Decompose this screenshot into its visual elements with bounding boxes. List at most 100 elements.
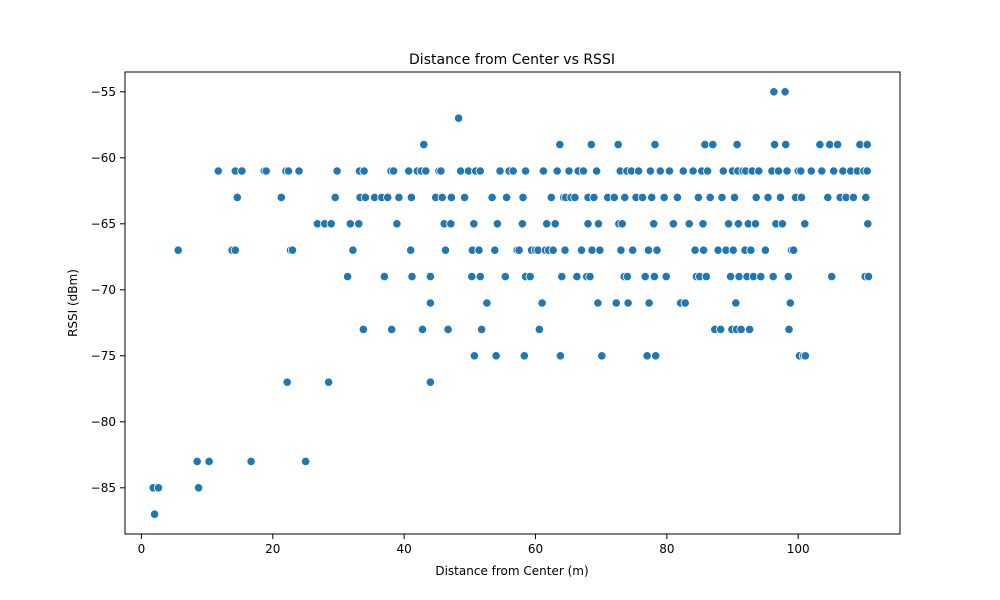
data-point [591,166,602,176]
data-point [668,219,679,229]
data-point [620,192,630,202]
data-point [446,219,456,229]
data-point [611,298,621,308]
data-point [342,271,353,282]
data-point [723,219,734,229]
data-point [817,166,827,176]
data-point [443,324,453,334]
y-axis-title: RSSI (dBm) [66,269,80,337]
y-tick-label: −55 [91,85,116,99]
data-point [436,166,446,176]
data-point [232,192,242,202]
data-point [595,245,605,255]
data-point [492,219,502,229]
data-point [583,219,593,229]
data-point [613,140,623,150]
data-point [476,324,487,334]
data-point [848,192,859,202]
data-point [287,245,298,255]
data-point [785,298,795,308]
data-point [469,219,479,229]
data-point [716,324,726,334]
data-point [348,245,358,255]
data-point [508,166,518,176]
data-point [796,192,807,202]
data-point [392,219,402,229]
data-point [552,166,562,176]
data-point [300,456,311,466]
data-point [537,298,547,308]
data-point [425,377,435,387]
data-point [359,166,369,176]
data-point [518,192,528,202]
data-point [294,166,304,176]
data-point [550,219,560,229]
data-point [718,166,728,176]
data-point [406,192,416,202]
data-point [213,166,223,176]
data-point [661,271,671,282]
data-point [323,377,334,387]
data-point [693,192,704,202]
data-point [655,166,665,176]
data-point [419,140,429,150]
data-point [282,377,292,387]
data-point [763,192,773,202]
data-point [680,298,690,308]
data-point [644,298,654,308]
data-points [148,87,874,519]
chart-title: Distance from Center vs RSSI [409,52,615,68]
data-point [520,166,531,176]
data-point [651,351,661,361]
data-point [482,298,492,308]
data-point [832,140,843,150]
x-tick-label: 20 [265,542,280,556]
data-point [425,298,435,308]
data-point [713,245,723,255]
data-point [360,192,370,202]
data-point [230,245,240,255]
data-point [640,271,650,282]
data-point [806,166,816,176]
data-point [538,166,549,176]
data-point [578,166,589,176]
y-tick-label: −65 [91,217,116,231]
data-point [725,271,736,282]
data-point [863,271,874,282]
data-point [628,245,638,255]
data-point [150,509,160,519]
data-point [388,166,399,176]
data-point [829,166,839,176]
data-point [525,271,535,282]
data-point [780,87,790,97]
data-point [732,140,742,150]
y-tick-label: −75 [91,349,116,363]
data-point [501,192,512,202]
data-point [769,140,780,150]
data-point [796,166,806,176]
data-point [437,192,447,202]
data-point [474,245,484,255]
data-point [593,298,603,308]
data-point [453,113,464,123]
x-tick-label: 40 [396,542,411,556]
data-point [406,245,416,255]
data-point [517,219,528,229]
data-point [750,219,761,229]
data-point [643,245,654,255]
data-point [815,140,825,150]
data-point [469,351,479,361]
data-point [467,271,477,282]
data-point [404,166,414,176]
data-point [637,192,648,202]
data-point [173,245,183,255]
data-point [664,166,675,176]
data-point [153,483,164,493]
data-point [825,140,835,150]
data-point [459,192,470,202]
data-point [746,245,756,255]
data-point [633,166,644,176]
data-point [862,140,872,150]
data-point [609,192,619,202]
data-point [487,192,497,202]
